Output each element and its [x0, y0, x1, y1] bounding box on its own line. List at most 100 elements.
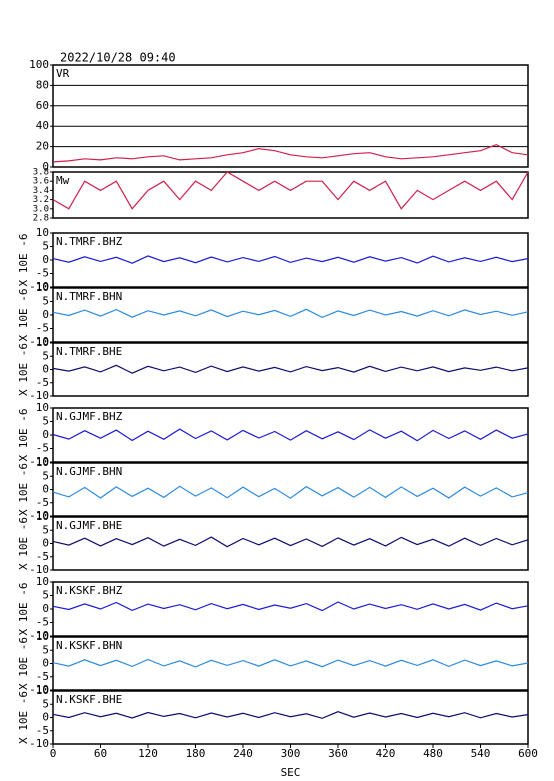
y-tick-label: 5 [42, 295, 49, 308]
panel-label: Mw [56, 174, 70, 187]
data-line [52, 485, 529, 499]
y-axis-label: X 10E -6 [17, 343, 30, 396]
x-tick-label: 300 [281, 747, 301, 760]
y-tick-label: -10 [29, 683, 49, 696]
y-tick-label: 60 [36, 99, 49, 112]
y-tick-label: 3.2 [33, 195, 49, 205]
y-tick-label: 5 [42, 415, 49, 428]
y-axis-label: X 10E -6 [17, 409, 30, 462]
panel-label: N.GJMF.BHN [56, 465, 122, 478]
y-tick-label: 5 [42, 240, 49, 253]
panel-frame [52, 690, 529, 745]
y-axis-label: X 10E -6 [17, 583, 30, 636]
y-tick-label: -5 [36, 322, 49, 335]
panel-frame [52, 342, 529, 397]
y-tick-label: 0 [42, 711, 49, 724]
y-tick-label: -10 [29, 737, 49, 750]
data-line [52, 308, 529, 319]
y-tick-label: 10 [36, 575, 49, 588]
y-tick-label: -10 [29, 509, 49, 522]
y-tick-label: -5 [36, 616, 49, 629]
y-tick-label: 10 [36, 684, 49, 697]
data-line [52, 171, 529, 210]
panel-label: N.TMRF.BHE [56, 345, 122, 358]
chart-title: 2022/10/28 09:40 [60, 51, 176, 65]
y-tick-label: 40 [36, 119, 49, 132]
panel-label: N.GJMF.BHE [56, 519, 122, 532]
y-tick-label: 10 [36, 456, 49, 469]
y-axis-label: X 10E -6 [17, 289, 30, 342]
y-tick-label: 10 [36, 226, 49, 239]
panel-frame [52, 462, 529, 517]
data-line [52, 143, 529, 163]
y-tick-label: 5 [42, 469, 49, 482]
y-tick-label: 5 [42, 643, 49, 656]
x-tick-label: 600 [518, 747, 538, 760]
y-tick-label: 3.6 [33, 177, 49, 187]
y-tick-label: 5 [42, 697, 49, 710]
panel-label: N.KSKF.BHE [56, 693, 122, 706]
y-tick-label: 0 [42, 428, 49, 441]
x-tick-label: 360 [328, 747, 348, 760]
y-tick-label: 0 [42, 657, 49, 670]
y-tick-label: -5 [36, 670, 49, 683]
y-tick-label: 0 [42, 308, 49, 321]
panel-frame [52, 232, 529, 288]
panel-frame [52, 516, 529, 571]
panel-label: N.KSKF.BHZ [56, 584, 123, 597]
y-tick-label: -5 [36, 496, 49, 509]
y-tick-label: 3.4 [33, 186, 49, 196]
panel-label: N.GJMF.BHZ [56, 410, 123, 423]
data-line [52, 601, 529, 612]
x-tick-label: 0 [50, 747, 57, 760]
x-tick-label: 540 [471, 747, 491, 760]
panel-label: N.TMRF.BHN [56, 290, 122, 303]
x-axis-label: SEC [281, 766, 301, 779]
y-axis-label: X 10E -6 [17, 517, 30, 570]
y-tick-label: -5 [36, 550, 49, 563]
x-tick-label: 120 [138, 747, 158, 760]
panel-frame [52, 171, 529, 219]
y-axis-label: X 10E -6 [17, 463, 30, 516]
data-line [52, 364, 529, 374]
y-tick-label: -5 [36, 724, 49, 737]
y-tick-label: 0 [42, 363, 49, 376]
y-tick-label: 3.0 [33, 204, 49, 214]
x-tick-label: 240 [233, 747, 253, 760]
x-tick-label: 180 [186, 747, 206, 760]
y-tick-label: 20 [36, 140, 49, 153]
x-tick-label: 420 [376, 747, 396, 760]
y-tick-label: 0 [42, 537, 49, 550]
y-tick-label: 2.8 [33, 214, 49, 224]
y-tick-label: 3.8 [33, 168, 49, 178]
data-line [52, 711, 529, 719]
data-line [52, 658, 529, 668]
panel-label: N.TMRF.BHZ [56, 235, 123, 248]
y-tick-label: -10 [29, 280, 49, 293]
data-line [52, 536, 529, 548]
y-tick-label: 100 [29, 58, 49, 71]
y-tick-label: -5 [36, 267, 49, 280]
data-line [52, 255, 529, 264]
y-tick-label: 10 [36, 281, 49, 294]
y-tick-label: 5 [42, 589, 49, 602]
panel-label: VR [56, 67, 70, 80]
y-tick-label: 0 [42, 160, 49, 173]
y-tick-label: 0 [42, 602, 49, 615]
y-tick-label: 10 [36, 510, 49, 523]
y-axis-label: X 10E -6 [17, 637, 30, 690]
y-tick-label: -10 [29, 629, 49, 642]
data-line [52, 428, 529, 442]
panel-frame [52, 581, 529, 637]
y-tick-label: -10 [29, 335, 49, 348]
y-tick-label: -10 [29, 563, 49, 576]
x-tick-label: 480 [423, 747, 443, 760]
y-axis-label: X 10E -6 [17, 691, 30, 744]
y-tick-label: 0 [42, 253, 49, 266]
y-tick-label: -10 [29, 455, 49, 468]
y-tick-label: 0 [42, 483, 49, 496]
y-tick-label: -10 [29, 389, 49, 402]
y-tick-label: 5 [42, 349, 49, 362]
panel-frame [52, 287, 529, 343]
